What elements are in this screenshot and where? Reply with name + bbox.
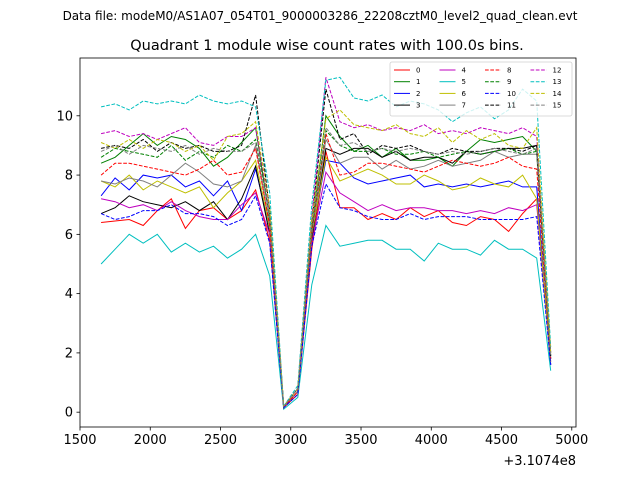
x-offset-label: +3.1074e8 xyxy=(503,454,576,469)
series-line-2 xyxy=(100,159,552,409)
legend-label-1: 1 xyxy=(416,78,420,86)
legend-label-3: 3 xyxy=(416,102,420,110)
series-line-6 xyxy=(100,155,552,409)
series-line-10 xyxy=(100,182,552,409)
x-tick-label: 4500 xyxy=(485,433,518,448)
y-tick-label: 6 xyxy=(65,228,73,243)
series-line-12 xyxy=(100,77,552,408)
series-line-1 xyxy=(100,114,552,408)
legend-label-14: 14 xyxy=(553,90,562,98)
legend-label-2: 2 xyxy=(416,90,420,98)
legend-label-13: 13 xyxy=(553,78,562,86)
legend-label-12: 12 xyxy=(553,67,562,75)
legend-label-5: 5 xyxy=(462,78,466,86)
series-line-14 xyxy=(100,109,552,408)
series-line-5 xyxy=(100,224,552,411)
series-line-11 xyxy=(100,88,552,408)
x-tick-label: 2000 xyxy=(134,433,167,448)
series-line-3 xyxy=(100,144,552,409)
y-tick-label: 8 xyxy=(65,169,73,184)
legend-label-11: 11 xyxy=(507,102,516,110)
x-tick-label: 3500 xyxy=(344,433,377,448)
legend-label-15: 15 xyxy=(553,102,562,110)
legend-label-10: 10 xyxy=(507,90,516,98)
x-tick-label: 4000 xyxy=(415,433,448,448)
y-tick-label: 4 xyxy=(65,287,73,302)
legend-label-0: 0 xyxy=(416,67,420,75)
legend-box xyxy=(389,61,573,117)
series-line-15 xyxy=(100,126,552,408)
legend-label-6: 6 xyxy=(462,90,467,98)
y-tick-label: 10 xyxy=(56,109,73,124)
y-tick-label: 2 xyxy=(65,346,73,361)
x-tick-label: 2500 xyxy=(204,433,237,448)
x-tick-label: 3000 xyxy=(274,433,307,448)
x-tick-label: 5000 xyxy=(555,433,588,448)
chart-title: Quadrant 1 module wise count rates with … xyxy=(130,38,524,54)
series-line-4 xyxy=(100,170,552,409)
legend-label-9: 9 xyxy=(507,78,511,86)
legend-label-7: 7 xyxy=(462,102,466,110)
series-line-7 xyxy=(100,138,552,409)
axes-frame xyxy=(79,57,577,428)
plot-area xyxy=(100,76,552,411)
x-tick-label: 1500 xyxy=(63,433,96,448)
suptitle: Data file: modeM0/AS1A07_054T01_90000032… xyxy=(63,9,578,23)
legend-label-4: 4 xyxy=(462,67,467,75)
y-tick-label: 0 xyxy=(65,406,73,421)
legend-label-8: 8 xyxy=(507,67,511,75)
series-line-8 xyxy=(100,133,552,409)
